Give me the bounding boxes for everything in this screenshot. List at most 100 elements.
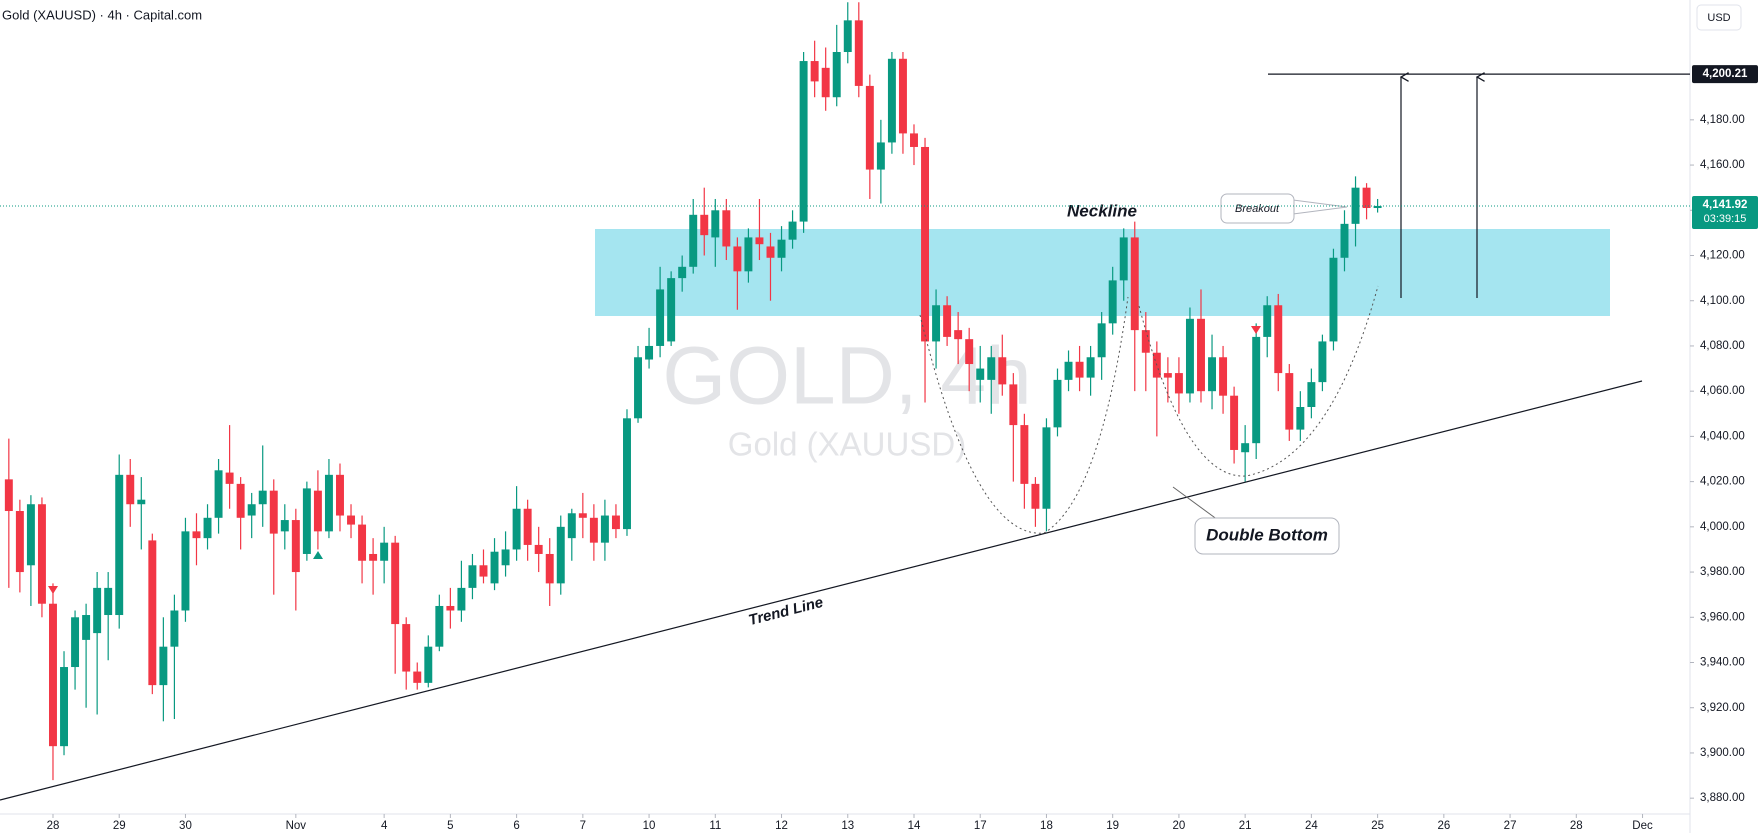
candle-body xyxy=(1141,330,1150,353)
y-tick-label: 4,040.00 xyxy=(1700,430,1745,442)
candle-body xyxy=(1340,223,1349,258)
candle-body xyxy=(1252,336,1261,444)
y-tick-label: 4,160.00 xyxy=(1700,159,1745,171)
candle-body xyxy=(4,479,13,512)
x-tick-label: Dec xyxy=(1632,820,1653,832)
candle-body xyxy=(998,357,1007,385)
candle-body xyxy=(214,470,223,518)
candle-body xyxy=(269,490,278,534)
candle-body xyxy=(523,508,532,545)
bottom-curve xyxy=(1138,285,1379,477)
y-tick-label: 3,960.00 xyxy=(1700,611,1745,623)
candle-body xyxy=(556,526,565,584)
candle-body xyxy=(1351,187,1360,224)
candle-body xyxy=(788,221,797,240)
candle-body xyxy=(1296,407,1305,430)
candle-body xyxy=(711,210,720,238)
x-tick-label: 27 xyxy=(1504,820,1517,832)
candle-body xyxy=(667,278,676,342)
candle-body xyxy=(380,542,389,561)
candle-body xyxy=(545,553,554,584)
candle-body xyxy=(468,565,477,588)
y-tick-label: 4,020.00 xyxy=(1700,476,1745,488)
x-tick-label: 17 xyxy=(974,820,987,832)
candle-body xyxy=(1130,237,1139,331)
candle-body xyxy=(170,610,179,647)
currency-label: USD xyxy=(1707,12,1730,24)
candle-body xyxy=(1241,443,1250,453)
candle-body xyxy=(611,515,620,530)
candle-body xyxy=(1020,425,1029,484)
y-tick-label: 3,980.00 xyxy=(1700,566,1745,578)
last-price-tag xyxy=(1692,195,1758,229)
candle-body xyxy=(49,603,57,747)
target-tag xyxy=(1692,65,1758,84)
resistance-zone xyxy=(595,229,1610,316)
candle-body xyxy=(1274,305,1283,374)
candle-body xyxy=(1362,187,1371,209)
candle-body xyxy=(1285,373,1294,430)
candle-body xyxy=(600,515,609,543)
candle-body xyxy=(1064,361,1073,380)
candle-body xyxy=(766,246,775,258)
x-tick-label: 11 xyxy=(709,820,721,832)
candle-body xyxy=(567,513,576,539)
callout-pointer xyxy=(1292,199,1348,215)
candle-body xyxy=(93,587,102,634)
callout-box xyxy=(1194,517,1340,555)
x-tick-label: 10 xyxy=(643,820,656,832)
y-tick-label: 4,100.00 xyxy=(1700,295,1745,307)
x-tick-label: 7 xyxy=(580,820,586,832)
candle-body xyxy=(280,520,289,532)
candle-body xyxy=(137,499,146,505)
candle-body xyxy=(479,565,488,577)
candle-body xyxy=(578,513,587,518)
candle-body xyxy=(623,418,631,530)
candle-body xyxy=(689,214,698,267)
candle-body xyxy=(490,551,499,584)
candle-body xyxy=(987,357,996,380)
candle-body xyxy=(336,474,344,516)
candle-body xyxy=(1009,384,1018,426)
currency-box[interactable] xyxy=(1696,4,1742,31)
candle-body xyxy=(534,544,543,554)
y-tick-label: 4,060.00 xyxy=(1700,385,1745,397)
y-tick-label: 3,940.00 xyxy=(1700,657,1745,669)
y-tick-label: 4,120.00 xyxy=(1700,250,1745,262)
candle-body xyxy=(722,210,731,247)
x-tick-label: 12 xyxy=(775,820,788,832)
breakout-label: Breakout xyxy=(1235,203,1280,215)
x-tick-label: 30 xyxy=(179,820,192,832)
candle-body xyxy=(755,237,764,245)
candle-body xyxy=(391,542,400,625)
x-tick-label: 28 xyxy=(47,820,60,832)
x-tick-label: 5 xyxy=(447,820,453,832)
signal-marker xyxy=(1251,326,1261,334)
candle-body xyxy=(291,520,300,573)
candle-body xyxy=(1263,305,1272,337)
candle-body xyxy=(104,587,113,616)
candle-body xyxy=(645,345,654,360)
candle-body xyxy=(910,133,918,147)
candle-body xyxy=(236,483,245,518)
candle-body xyxy=(413,671,422,683)
target-tag-label: 4,200.21 xyxy=(1703,68,1748,80)
candle-body xyxy=(810,61,819,82)
x-tick-label: 20 xyxy=(1173,820,1186,832)
candle-body xyxy=(898,58,907,134)
candle-body xyxy=(832,52,841,98)
candle-body xyxy=(369,553,378,561)
x-tick-label: 26 xyxy=(1437,820,1450,832)
candle-body xyxy=(876,142,885,170)
candle-body xyxy=(247,504,256,516)
candle-body xyxy=(634,357,643,419)
candle-body xyxy=(71,617,80,668)
candle-body xyxy=(932,305,941,342)
callout-pointer xyxy=(1172,486,1219,521)
candle-body xyxy=(943,305,952,337)
candle-body xyxy=(347,515,355,525)
candle-body xyxy=(1219,357,1228,396)
candle-body xyxy=(1163,373,1172,378)
